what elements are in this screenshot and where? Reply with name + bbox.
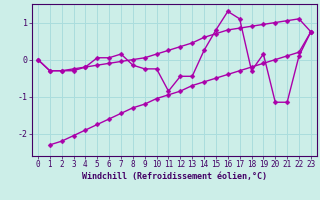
X-axis label: Windchill (Refroidissement éolien,°C): Windchill (Refroidissement éolien,°C) [82, 172, 267, 181]
